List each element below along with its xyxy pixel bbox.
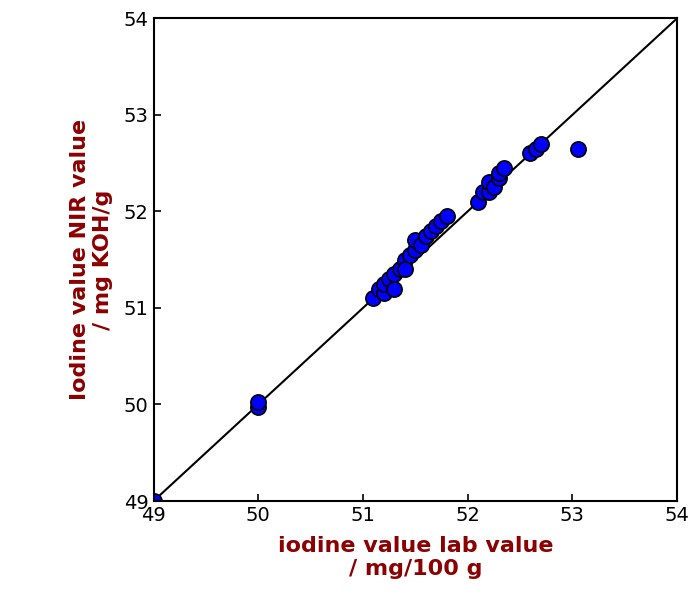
Point bbox=[148, 496, 159, 506]
Point bbox=[399, 265, 410, 274]
Point bbox=[483, 187, 494, 197]
Point bbox=[410, 245, 421, 255]
Point bbox=[473, 197, 484, 207]
Point bbox=[431, 221, 442, 231]
Point bbox=[399, 255, 410, 265]
Point bbox=[530, 144, 542, 153]
Point bbox=[389, 284, 400, 293]
Point bbox=[572, 144, 584, 153]
Point bbox=[535, 139, 547, 148]
Point bbox=[378, 288, 389, 298]
Point bbox=[368, 293, 379, 303]
Point bbox=[493, 168, 505, 178]
Point bbox=[378, 279, 389, 289]
Point bbox=[477, 187, 489, 197]
Point bbox=[394, 265, 406, 274]
Point bbox=[415, 240, 426, 250]
Y-axis label: Iodine value NIR value
/ mg KOH/g: Iodine value NIR value / mg KOH/g bbox=[70, 119, 112, 400]
Point bbox=[499, 163, 510, 173]
Point bbox=[389, 269, 400, 279]
Point bbox=[253, 403, 264, 412]
Point bbox=[373, 284, 384, 293]
Point bbox=[493, 173, 505, 183]
Point bbox=[441, 211, 452, 221]
Point bbox=[420, 231, 431, 241]
Point bbox=[384, 274, 395, 284]
Point bbox=[436, 216, 447, 226]
Point bbox=[253, 397, 264, 406]
Point bbox=[489, 182, 500, 192]
Point bbox=[405, 250, 416, 260]
Point bbox=[410, 235, 421, 245]
X-axis label: iodine value lab value
/ mg/100 g: iodine value lab value / mg/100 g bbox=[278, 536, 553, 579]
Point bbox=[525, 148, 536, 158]
Point bbox=[426, 226, 437, 236]
Point bbox=[483, 178, 494, 188]
